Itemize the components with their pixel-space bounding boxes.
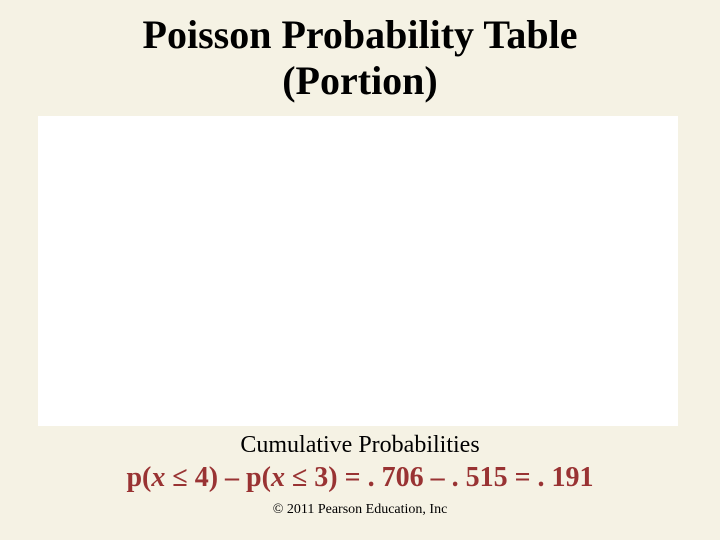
equation: p(x ≤ 4) – p(x ≤ 3) = . 706 – . 515 = . … bbox=[0, 462, 720, 494]
table-region bbox=[38, 116, 678, 426]
title-line-1: Poisson Probability Table bbox=[143, 12, 578, 57]
eq-x1: x bbox=[151, 462, 165, 493]
subtitle: Cumulative Probabilities bbox=[0, 432, 720, 459]
slide-title: Poisson Probability Table (Portion) bbox=[0, 0, 720, 104]
eq-x2: x bbox=[271, 462, 285, 493]
title-line-2: (Portion) bbox=[282, 58, 438, 103]
copyright: © 2011 Pearson Education, Inc bbox=[0, 502, 720, 518]
eq-p1: p( bbox=[126, 462, 151, 493]
eq-mid: ≤ 4) – p( bbox=[165, 462, 271, 493]
eq-end: ≤ 3) = . 706 – . 515 = . 191 bbox=[285, 462, 594, 493]
